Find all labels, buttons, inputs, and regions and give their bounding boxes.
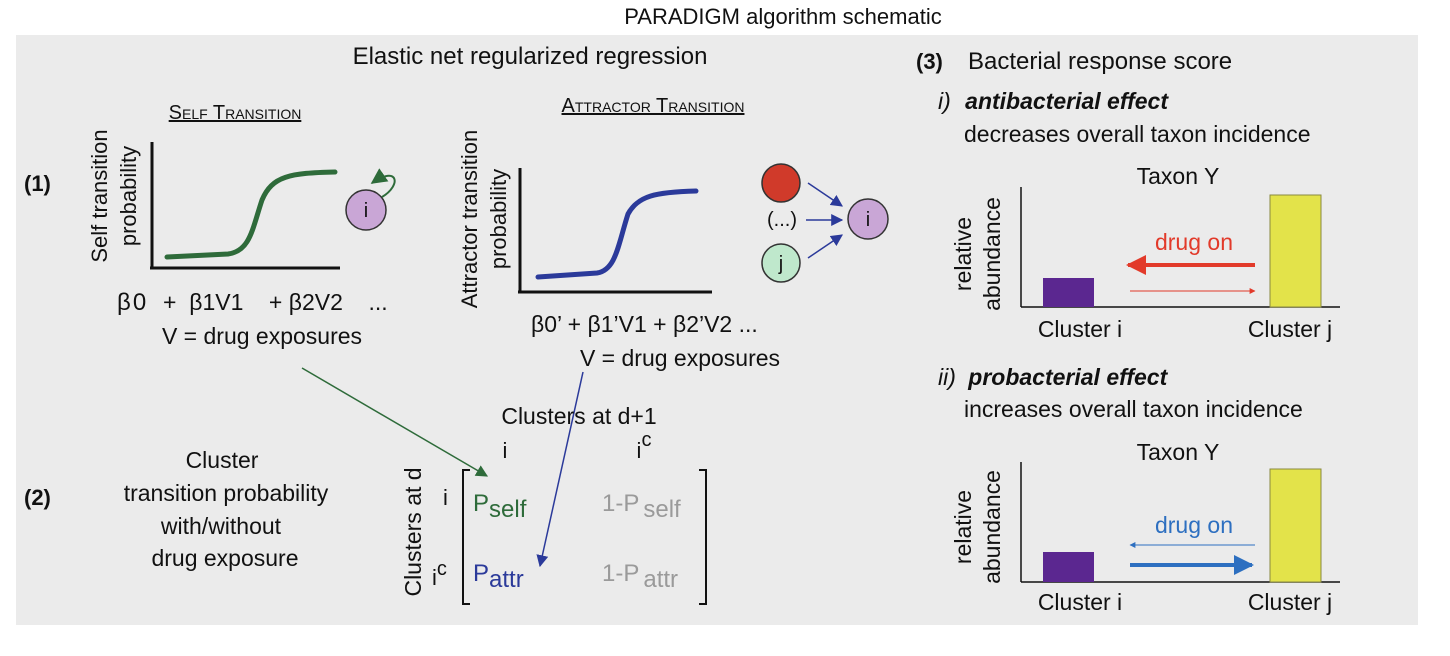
self-equation: β0 + β1V1 + β2V2 ... — [117, 289, 388, 316]
figure-title: PARADIGM algorithm schematic — [624, 4, 941, 29]
attractor-node-j — [761, 243, 801, 283]
matrix-col-title: Clusters at d+1 — [501, 403, 656, 429]
matrix-one-minus-p-self: 1-P self — [602, 490, 681, 523]
self-node-i — [345, 189, 387, 231]
self-ylabel-line1: Self transition — [87, 129, 112, 262]
antibacterial-numeral: i) — [938, 88, 951, 114]
arrow-self-to-matrix — [301, 367, 489, 477]
cluster-label-line1: Cluster — [186, 447, 259, 473]
self-footnote: V = drug exposures — [162, 323, 362, 349]
cluster-label-line3: with/without — [160, 513, 282, 539]
arrow-attractor-to-matrix — [536, 371, 584, 568]
probacterial-effect: probacterial effect — [967, 364, 1168, 390]
probacterial-numeral: ii) — [938, 364, 956, 390]
probacterial-heading: ii) probacterial effect — [938, 364, 1169, 390]
attractor-arrow-from-j — [807, 234, 843, 259]
antibacterial-xlabel-right: Cluster j — [1248, 316, 1332, 342]
antibacterial-arrow-label: drug on — [1155, 229, 1233, 255]
antibacterial-effect: antibacterial effect — [965, 88, 1169, 114]
self-eq-beta0: β0 — [117, 289, 146, 316]
matrix-p-self: Pself — [473, 490, 527, 523]
cluster-label-line2: transition probability — [124, 480, 329, 506]
step-2-label: (2) — [24, 485, 51, 510]
self-eq-rest: + β1V1 + β2V2 ... — [163, 289, 388, 315]
background-panel — [16, 35, 1418, 625]
probacterial-panel: ii) probacterial effect increases overal… — [938, 364, 1340, 615]
matrix-row-ic: ic — [432, 558, 447, 590]
probacterial-arrow-label: drug on — [1155, 512, 1233, 538]
left-heading: Elastic net regularized regression — [353, 43, 708, 70]
matrix-col-i: i — [503, 438, 508, 463]
antibacterial-heading: i) antibacterial effect — [938, 88, 1169, 114]
attractor-footnote: V = drug exposures — [580, 345, 780, 371]
attractor-transition-title: Attractor Transition — [562, 95, 745, 117]
attractor-equation: β0’ + β1’V1 + β2’V2 ... — [531, 311, 758, 337]
attractor-node-red — [761, 163, 801, 203]
step-1-label: (1) — [24, 171, 51, 196]
probacterial-description: increases overall taxon incidence — [964, 396, 1303, 422]
right-heading: Bacterial response score — [968, 48, 1232, 75]
matrix-right-bracket — [699, 469, 707, 605]
probacterial-bar-cluster-j — [1269, 468, 1322, 583]
matrix-row-title: Clusters at d — [400, 467, 426, 596]
self-sigmoid-curve — [164, 169, 338, 260]
self-transition-title: Self Transition — [169, 102, 302, 124]
antibacterial-chart-title: Taxon Y — [1137, 163, 1220, 189]
antibacterial-bar-cluster-i — [1043, 278, 1094, 307]
self-ylabel-line2: probability — [116, 146, 141, 246]
attractor-arrow-from-red — [807, 182, 843, 207]
attractor-transition-panel: Attractor Transition Attractor transitio… — [457, 95, 889, 371]
self-transition-panel: Self Transition Self transition probabil… — [87, 102, 396, 349]
attractor-sigmoid-curve — [535, 188, 699, 280]
antibacterial-xlabel-left: Cluster i — [1038, 316, 1122, 342]
matrix-p-attr: Pattr — [473, 560, 524, 593]
antibacterial-description: decreases overall taxon incidence — [964, 121, 1310, 147]
matrix-one-minus-p-attr: 1-P attr — [602, 560, 678, 593]
self-node-i-label: i — [364, 200, 368, 222]
attractor-node-i — [847, 198, 889, 240]
attractor-ylabel-line2: probability — [486, 169, 511, 269]
antibacterial-ylabel-line1: relative — [950, 217, 976, 291]
matrix-left-bracket — [462, 469, 470, 605]
transition-matrix: Clusters at d+1 Clusters at d i ic i ic … — [400, 403, 707, 605]
probacterial-xlabel-right: Cluster j — [1248, 589, 1332, 615]
probacterial-ylabel-line2: abundance — [979, 470, 1005, 584]
attractor-node-i-label: i — [866, 209, 870, 231]
probacterial-chart-title: Taxon Y — [1137, 439, 1220, 465]
matrix-col-ic: ic — [637, 429, 652, 463]
attractor-node-j-label: j — [778, 253, 783, 275]
matrix-row-i: i — [443, 485, 448, 510]
self-loop-arrow — [370, 168, 396, 198]
cluster-label-line4: drug exposure — [151, 545, 298, 571]
step-3-label: (3) — [916, 49, 943, 74]
cluster-transition-label: Cluster transition probability with/with… — [124, 447, 329, 571]
probacterial-xlabel-left: Cluster i — [1038, 589, 1122, 615]
antibacterial-bar-cluster-j — [1269, 194, 1322, 308]
attractor-ylabel-line1: Attractor transition — [457, 130, 482, 309]
probacterial-bar-cluster-i — [1043, 552, 1094, 582]
antibacterial-panel: i) antibacterial effect decreases overal… — [938, 88, 1340, 342]
attractor-node-ellipsis: (...) — [767, 209, 797, 231]
probacterial-ylabel-line1: relative — [950, 490, 976, 564]
antibacterial-ylabel-line2: abundance — [979, 197, 1005, 311]
